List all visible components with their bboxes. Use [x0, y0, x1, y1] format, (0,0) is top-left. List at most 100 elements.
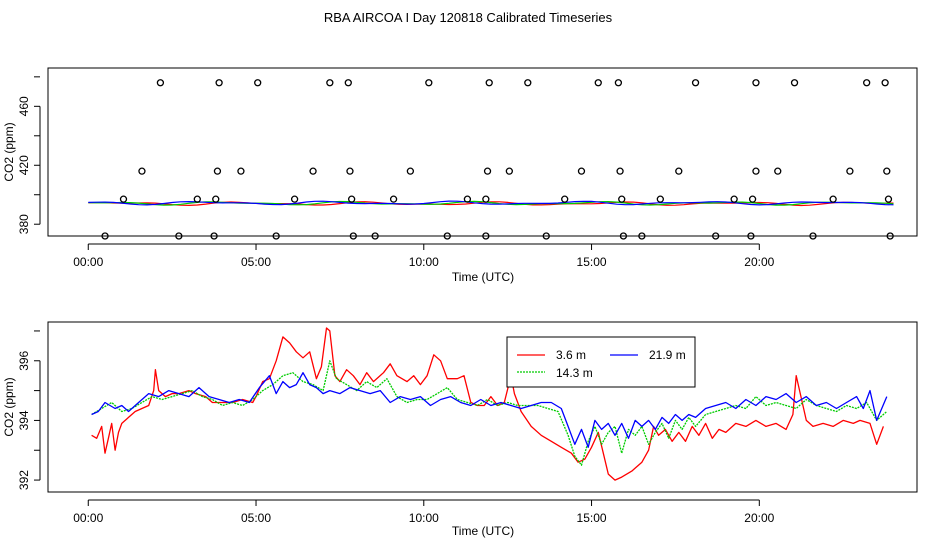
top-plot-frame	[47, 67, 918, 237]
top-flag-point	[389, 195, 398, 203]
top-flag-point	[884, 195, 893, 203]
top-flag-point	[790, 79, 799, 87]
top-flag-point	[619, 232, 628, 240]
bottom-y-tick-label: 396	[17, 350, 31, 370]
top-flag-point	[691, 79, 700, 87]
bottom-x-tick-label: 10:00	[409, 511, 439, 525]
bottom-x-tick-label: 05:00	[241, 511, 271, 525]
legend-label-14-3: 14.3 m	[556, 366, 593, 380]
top-flag-point	[425, 79, 433, 87]
top-flag-point	[237, 167, 245, 175]
top-flag-points	[101, 79, 894, 240]
top-flag-point	[443, 232, 451, 240]
top-flag-point	[485, 79, 493, 87]
top-flag-point	[371, 232, 379, 240]
top-y-axis: 380 420 460	[17, 76, 41, 234]
bottom-y-tick-label: 392	[17, 470, 31, 490]
top-y-tick-label: 460	[17, 96, 31, 116]
top-flag-point	[616, 167, 624, 175]
top-flag-point	[656, 195, 664, 203]
bottom-x-tick-label: 15:00	[577, 511, 607, 525]
top-x-tick-label: 15:00	[577, 255, 607, 269]
top-flag-point	[886, 232, 894, 240]
top-flag-point	[254, 79, 262, 87]
top-flag-point	[846, 167, 854, 175]
figure-title: RBA AIRCOA I Day 120818 Calibrated Times…	[324, 10, 613, 25]
top-flag-point	[483, 167, 492, 175]
legend: 3.6 m 21.9 m 14.3 m	[506, 336, 696, 388]
top-flag-point	[272, 232, 280, 240]
top-flag-point	[213, 167, 222, 175]
top-flag-point	[119, 195, 128, 203]
top-flag-point	[156, 79, 165, 87]
top-flag-point	[138, 167, 146, 175]
bottom-x-tick-label: 00:00	[73, 511, 103, 525]
top-series-line	[88, 200, 894, 206]
top-flag-point	[675, 167, 683, 175]
top-flag-point	[618, 195, 626, 203]
top-flag-point	[346, 167, 354, 175]
top-flag-point	[829, 195, 837, 203]
bottom-y-label: CO2 (ppm)	[2, 377, 16, 436]
legend-label-3-6: 3.6 m	[556, 348, 586, 362]
top-flag-point	[101, 232, 109, 240]
top-flag-point	[881, 79, 889, 87]
top-x-tick-label: 05:00	[241, 255, 271, 269]
top-flag-point	[482, 195, 490, 203]
top-x-axis: 00:00 05:00 10:00 15:00 20:00	[73, 243, 775, 269]
top-flag-point	[344, 79, 352, 87]
top-flag-point	[482, 232, 490, 240]
top-flag-point	[752, 167, 760, 175]
bottom-series-line	[91, 372, 888, 448]
top-x-label: Time (UTC)	[452, 270, 514, 284]
top-flag-point	[463, 195, 472, 203]
top-flag-point	[752, 79, 760, 87]
top-flag-point	[309, 167, 317, 175]
top-flag-point	[505, 167, 513, 175]
bottom-series-lines	[91, 327, 888, 481]
top-flag-point	[215, 79, 223, 87]
bottom-y-axis: 392 394 396	[17, 330, 41, 490]
bottom-panel: 00:00 05:00 10:00 15:00 20:00 392 394 396 Time…	[2, 321, 918, 538]
top-flag-point	[210, 232, 218, 240]
legend-label-21-9: 21.9 m	[649, 348, 686, 362]
top-flag-point	[809, 232, 817, 240]
top-flag-point	[747, 232, 755, 240]
top-flag-point	[347, 195, 356, 203]
bottom-x-tick-label: 20:00	[744, 511, 774, 525]
top-flag-point	[614, 79, 623, 87]
top-flag-point	[290, 195, 299, 203]
top-y-label: CO2 (ppm)	[2, 122, 16, 181]
top-flag-point	[638, 232, 646, 240]
legend-box	[506, 336, 696, 388]
top-flag-point	[326, 79, 334, 87]
top-flag-point	[561, 195, 569, 203]
top-flag-point	[212, 195, 220, 203]
bottom-series-line	[91, 327, 885, 481]
bottom-plot-frame	[47, 321, 918, 493]
bottom-x-label: Time (UTC)	[452, 524, 514, 538]
top-flag-point	[193, 195, 201, 203]
top-panel: 00:00 05:00 10:00 15:00 20:00 380 420 460 Time…	[2, 67, 918, 284]
top-flag-point	[524, 79, 532, 87]
top-series-lines	[88, 200, 894, 207]
top-y-tick-label: 420	[17, 155, 31, 175]
bottom-x-axis: 00:00 05:00 10:00 15:00 20:00	[73, 499, 775, 525]
top-flag-point	[175, 232, 183, 240]
top-flag-point	[863, 79, 871, 87]
bottom-y-tick-label: 394	[17, 410, 31, 430]
top-flag-point	[406, 167, 415, 175]
top-x-tick-label: 10:00	[409, 255, 439, 269]
top-flag-point	[577, 167, 586, 175]
top-flag-point	[542, 232, 550, 240]
top-y-tick-label: 380	[17, 214, 31, 234]
bottom-series-line	[91, 360, 888, 466]
top-flag-point	[712, 232, 720, 240]
top-flag-point	[730, 195, 738, 203]
top-flag-point	[748, 195, 757, 203]
top-x-tick-label: 20:00	[744, 255, 774, 269]
top-flag-point	[349, 232, 357, 240]
top-flag-point	[594, 79, 602, 87]
top-flag-point	[774, 167, 782, 175]
